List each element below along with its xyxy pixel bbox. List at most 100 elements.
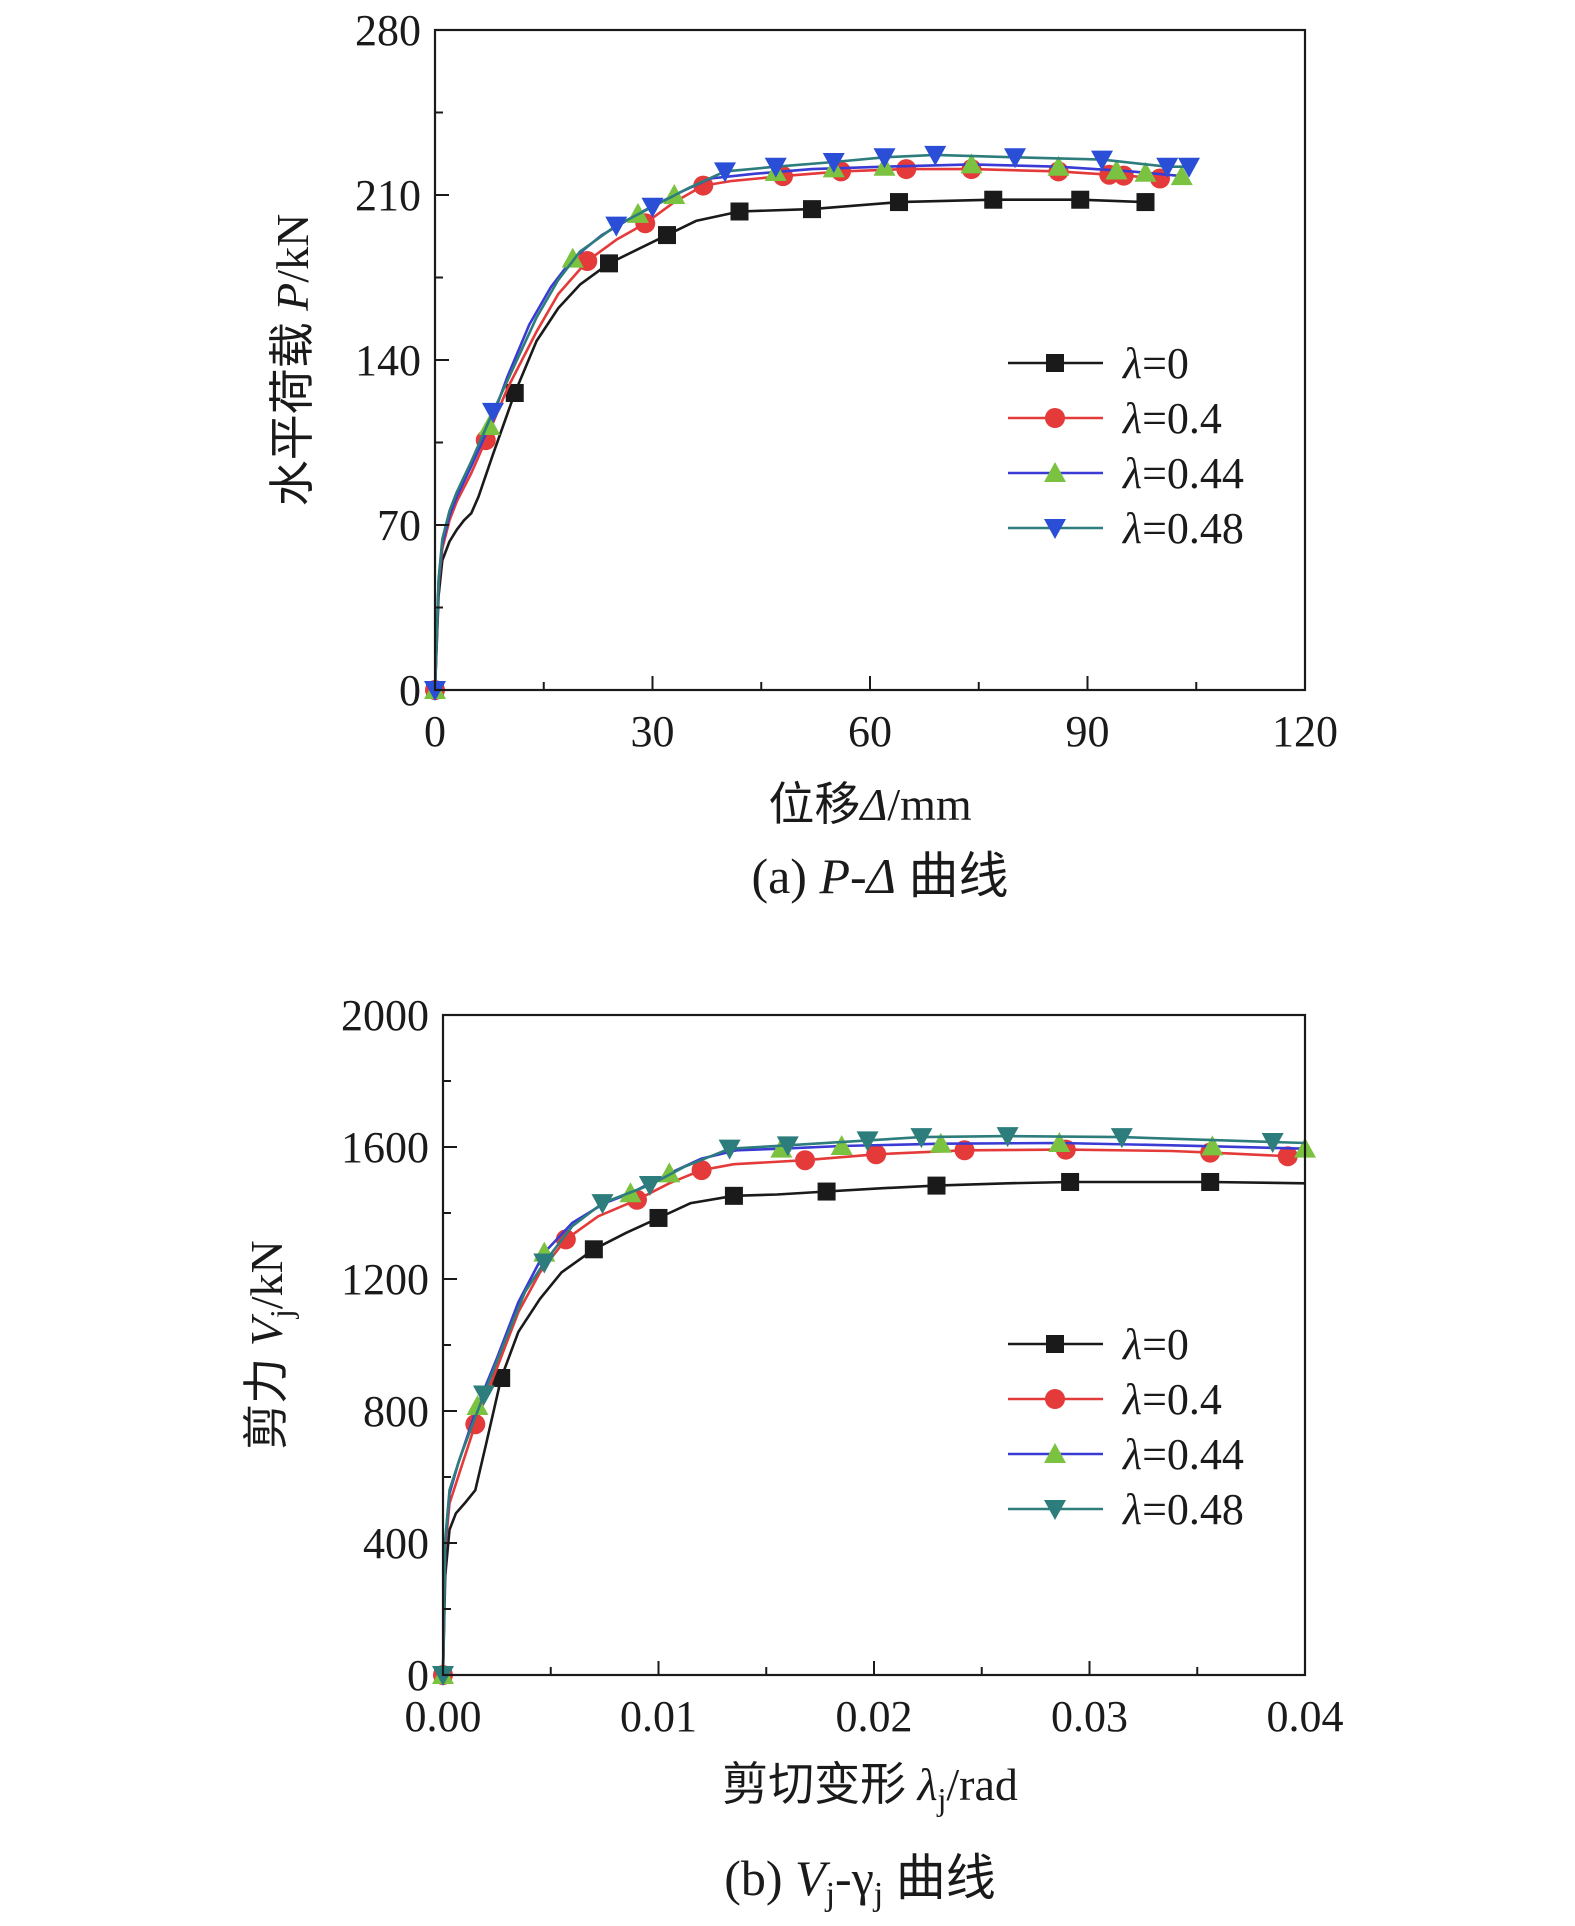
x-tick-label: 0 xyxy=(424,707,446,756)
legend-label-symbol: λ xyxy=(1121,504,1142,553)
legend-marker xyxy=(1044,1443,1066,1463)
data-point xyxy=(776,1136,799,1157)
data-point xyxy=(724,1186,743,1205)
y-tick-label: 1200 xyxy=(341,1255,429,1304)
data-point xyxy=(591,1194,614,1215)
legend-label: λ=0.4 xyxy=(1121,394,1222,443)
data-point xyxy=(1048,1132,1071,1153)
data-point xyxy=(764,157,787,178)
data-point xyxy=(466,1395,489,1416)
x-axis-label-a: 位移Δ/mm xyxy=(768,779,972,830)
data-point xyxy=(730,202,749,221)
data-point xyxy=(1156,157,1179,178)
y-tick-label: 140 xyxy=(355,336,421,385)
chart-b: 0.00 0.01 0.02 0.03 0.040400800120016002000 … xyxy=(241,991,1344,1913)
legend-label-symbol: λ xyxy=(1121,1375,1142,1424)
data-point xyxy=(1105,159,1128,180)
data-point xyxy=(584,1240,603,1259)
y-tick-label: 0 xyxy=(399,666,421,715)
legend-label-value: =0.4 xyxy=(1142,394,1222,443)
y-tick-label: 400 xyxy=(363,1519,429,1568)
y-tick-label: 1600 xyxy=(341,1123,429,1172)
data-point xyxy=(1091,150,1113,171)
data-point xyxy=(910,1128,933,1149)
legend-label-value: =0.48 xyxy=(1142,504,1244,553)
data-point xyxy=(1261,1133,1284,1154)
legend-label: λ=0.44 xyxy=(1121,1430,1244,1479)
legend-label-symbol: λ xyxy=(1121,1430,1142,1479)
data-point xyxy=(1071,190,1090,209)
data-point xyxy=(492,1369,511,1387)
x-tick-label: 60 xyxy=(848,707,892,756)
data-point xyxy=(605,216,628,237)
x-axis-label-b: 剪切变形 λj/rad xyxy=(722,1759,1018,1817)
x-tick-label: 30 xyxy=(631,707,675,756)
data-point xyxy=(924,145,947,166)
legend-label-symbol: λ xyxy=(1121,339,1142,388)
legend-label: λ=0.4 xyxy=(1121,1375,1222,1424)
data-point xyxy=(822,153,845,173)
legend-label-symbol: λ xyxy=(1121,449,1142,498)
legend-marker xyxy=(1044,462,1066,482)
data-point xyxy=(1170,165,1193,186)
y-tick-label: 0 xyxy=(407,1651,429,1700)
legend-label: λ=0.44 xyxy=(1121,449,1244,498)
series-line xyxy=(433,167,1161,691)
data-point xyxy=(896,159,917,180)
legend-label-value: =0.4 xyxy=(1142,1375,1222,1424)
data-point xyxy=(996,1127,1019,1148)
y-axis-label-a: 水平荷载 P/kN xyxy=(267,214,318,507)
legend-label-symbol: λ xyxy=(1121,394,1142,443)
data-point xyxy=(803,200,821,219)
data-point xyxy=(1201,1135,1224,1156)
x-tick-label: 120 xyxy=(1272,707,1338,756)
x-tick-label: 0.02 xyxy=(836,1692,913,1741)
legend-marker xyxy=(1046,1335,1064,1353)
data-point xyxy=(472,1385,495,1406)
data-point xyxy=(641,197,664,218)
data-point xyxy=(505,384,524,402)
data-point xyxy=(1277,1146,1298,1167)
data-point xyxy=(1047,155,1070,176)
data-point xyxy=(1061,1172,1080,1191)
data-point xyxy=(555,1229,576,1250)
data-point xyxy=(714,162,736,183)
series-line xyxy=(433,198,1146,691)
data-point xyxy=(1201,1172,1220,1191)
data-point xyxy=(482,402,504,423)
data-point xyxy=(856,1131,879,1152)
data-point xyxy=(927,1176,946,1195)
data-point xyxy=(1136,193,1155,212)
x-tick-label: 90 xyxy=(1066,707,1110,756)
data-point xyxy=(890,193,908,212)
data-point xyxy=(638,1175,661,1196)
legend-marker xyxy=(1044,1500,1066,1520)
series-line xyxy=(433,163,1182,691)
legend-label-value: =0.44 xyxy=(1142,449,1244,498)
data-point xyxy=(533,1253,556,1274)
y-axis-label-b: 剪力 Vj/kN xyxy=(241,1240,299,1450)
data-point xyxy=(663,184,686,204)
data-point xyxy=(873,148,896,169)
legend-marker xyxy=(1046,354,1064,372)
y-tick-label: 70 xyxy=(377,501,421,550)
data-point xyxy=(960,153,983,174)
data-point xyxy=(561,247,584,268)
data-point xyxy=(954,1140,975,1161)
data-point xyxy=(1134,161,1157,182)
legend-marker xyxy=(1044,519,1066,539)
series-line xyxy=(441,1180,1306,1676)
data-point xyxy=(1110,1128,1133,1149)
data-point xyxy=(1004,148,1026,169)
series-line xyxy=(433,153,1189,691)
x-tick-label: 0.03 xyxy=(1051,1692,1128,1741)
y-tick-label: 2000 xyxy=(341,991,429,1040)
x-tick-label: 0.04 xyxy=(1267,1692,1344,1741)
legend-marker xyxy=(1045,408,1065,428)
data-point xyxy=(600,254,618,273)
data-point xyxy=(817,1182,836,1201)
legend-label-symbol: λ xyxy=(1121,1485,1142,1534)
data-point xyxy=(691,1160,712,1181)
